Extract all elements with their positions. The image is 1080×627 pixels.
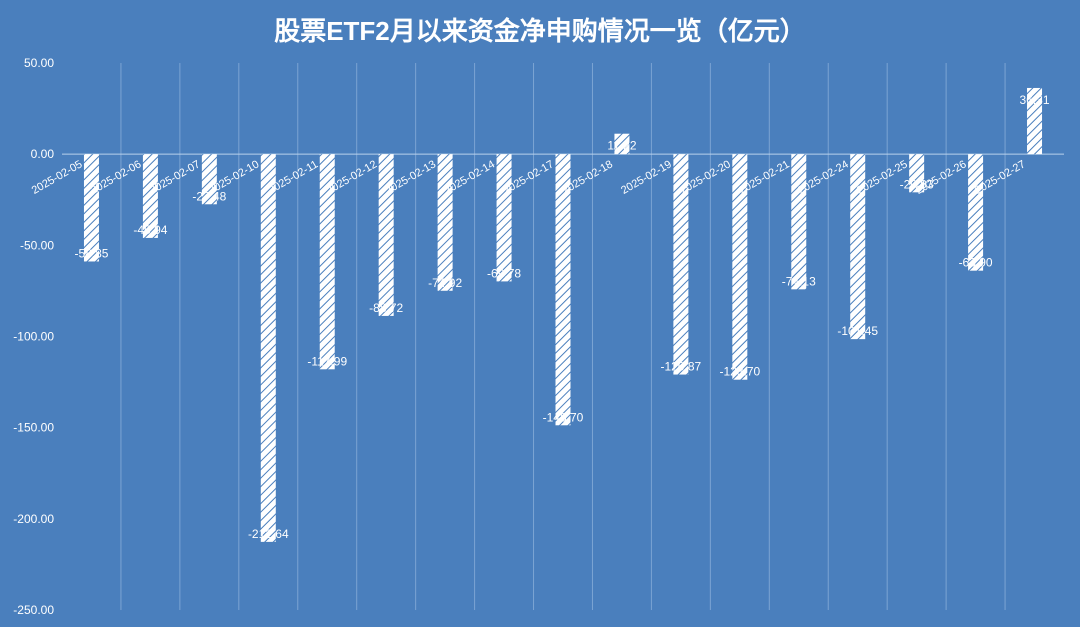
x-tick-label: 2025-02-19 [619,158,674,197]
chart-title: 股票ETF2月以来资金净申购情况一览（亿元） [274,16,806,46]
bar [909,154,925,193]
bars [83,87,1043,542]
y-tick-label: -150.00 [13,421,54,435]
data-label: -63.90 [959,256,993,270]
y-tick-label: 50.00 [24,56,54,70]
y-tick-label: -50.00 [20,238,54,252]
bar [437,154,453,291]
data-label: -123.70 [719,365,760,379]
bar [496,154,512,282]
data-label: -117.99 [307,354,347,368]
data-label: -148.70 [543,410,584,424]
data-label: 36.31 [1020,93,1050,107]
bar [968,154,984,271]
bar [673,154,689,375]
y-tick-label: 0.00 [31,147,55,161]
data-label: -58.85 [74,246,108,260]
bar [1027,87,1043,155]
data-labels: -58.85 -45.94 -27.48 -212.64 -117.99 -88.72 -7… [74,93,1049,541]
bar [142,154,158,238]
bar [850,154,866,340]
bar [732,154,748,380]
bar [614,133,630,155]
y-tick-label: -100.00 [13,330,54,344]
y-axis: 50.00 0.00 -50.00 -100.00 -150.00 -200.00 -250… [13,56,54,617]
bar [201,154,217,205]
bar [260,154,276,542]
data-label: -20.93 [900,177,934,191]
data-label: -45.94 [133,223,167,237]
bar [378,154,394,316]
data-label: -120.87 [661,360,702,374]
bar [319,154,335,370]
data-label: -212.64 [248,527,289,541]
data-label: -74.13 [782,274,816,288]
data-label: -101.45 [837,324,878,338]
y-tick-label: -250.00 [13,603,54,617]
x-tick-label: 2025-02-05 [30,158,85,197]
bar [83,154,99,262]
data-label: -27.48 [192,189,226,203]
data-label: -74.92 [428,276,462,290]
bar [791,154,807,290]
data-label: -69.78 [487,266,521,280]
data-label: 11.22 [607,139,636,153]
data-label: -88.72 [369,301,403,315]
y-tick-label: -200.00 [13,512,54,526]
bar [555,154,571,426]
